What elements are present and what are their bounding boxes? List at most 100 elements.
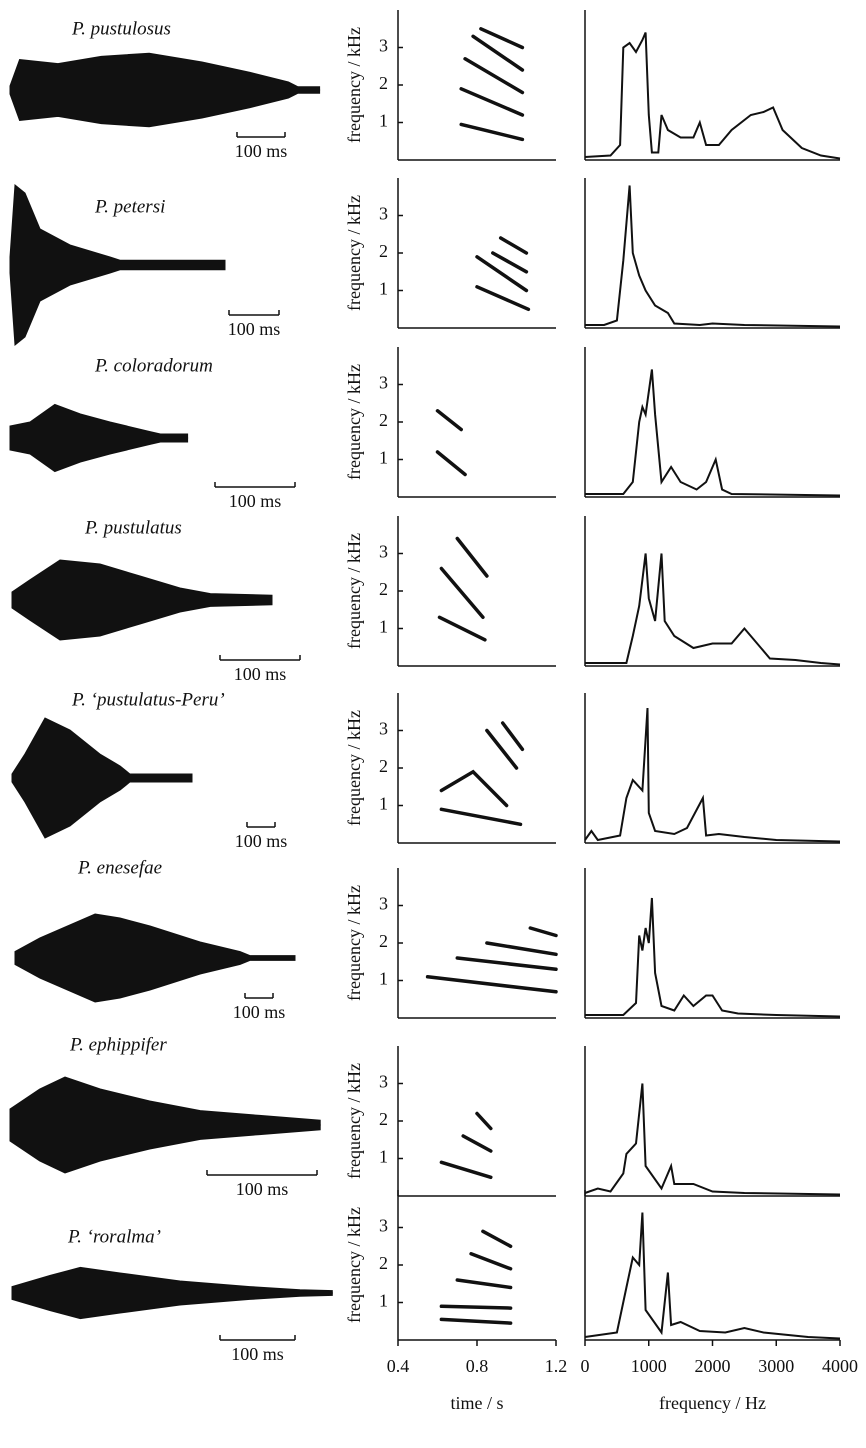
x-tick-label: 1000 (631, 1356, 667, 1376)
y-tick-label: 1 (379, 617, 388, 637)
waveform-envelope (14, 957, 296, 1003)
species-name: P. coloradorum (94, 355, 213, 376)
harmonic-trace (439, 769, 509, 808)
spectrum-line (584, 32, 841, 160)
y-axis-label: frequency / kHz (344, 364, 364, 480)
harmonic-trace (463, 57, 525, 95)
waveform-envelope (9, 89, 321, 128)
spectrum-line (584, 1212, 841, 1340)
harmonic-trace (435, 450, 467, 477)
harmonic-trace (437, 615, 487, 642)
species-name: P. ephippifer (69, 1034, 167, 1055)
scale-label: 100 ms (229, 491, 282, 511)
waveform-envelope (11, 599, 273, 641)
scale-label: 100 ms (228, 319, 281, 339)
y-axis-label: frequency / kHz (344, 885, 364, 1001)
y-tick-label: 1 (379, 969, 388, 989)
y-tick-label: 3 (379, 1072, 388, 1092)
y-tick-label: 2 (379, 756, 388, 776)
y-tick-label: 3 (379, 542, 388, 562)
waveform-envelope (9, 184, 226, 266)
harmonic-trace (469, 1252, 513, 1271)
x-tick-label: 1.2 (545, 1356, 568, 1376)
y-axis-label: frequency / kHz (344, 1207, 364, 1323)
harmonic-trace (485, 941, 558, 957)
spectrum-line (584, 1083, 841, 1196)
y-tick-label: 3 (379, 204, 388, 224)
x-tick-label: 0.4 (387, 1356, 410, 1376)
scale-label: 100 ms (235, 831, 288, 851)
x-tick-label: 4000 (822, 1356, 858, 1376)
y-tick-label: 1 (379, 1291, 388, 1311)
waveform-envelope (11, 717, 193, 779)
harmonic-trace (485, 728, 519, 770)
harmonic-trace (425, 975, 558, 994)
harmonic-trace (528, 926, 558, 938)
y-tick-label: 3 (379, 36, 388, 56)
harmonic-trace (455, 536, 489, 578)
x-tick-label: 0.8 (466, 1356, 489, 1376)
harmonic-trace (459, 122, 525, 142)
y-axis-label: frequency / kHz (344, 195, 364, 311)
harmonic-trace (439, 1160, 493, 1180)
y-tick-label: 2 (379, 931, 388, 951)
species-name: P. petersi (94, 196, 165, 217)
y-tick-label: 2 (379, 1109, 388, 1129)
waveform-envelope (9, 1076, 321, 1126)
waveform-envelope (14, 913, 296, 959)
harmonic-trace (439, 1317, 513, 1325)
y-tick-label: 3 (379, 373, 388, 393)
y-tick-label: 2 (379, 1253, 388, 1273)
y-tick-label: 2 (379, 579, 388, 599)
waveform-envelope (9, 403, 189, 439)
harmonic-trace (475, 285, 531, 312)
species-name: P. enesefae (77, 857, 162, 878)
harmonic-trace (471, 34, 525, 72)
species-name: P. ‘roralma’ (67, 1226, 161, 1247)
harmonic-trace (475, 1111, 493, 1131)
harmonic-trace (498, 236, 529, 255)
y-axis-label: frequency / kHz (344, 533, 364, 649)
y-tick-label: 2 (379, 73, 388, 93)
harmonic-trace (435, 409, 463, 432)
waveform-envelope (11, 777, 193, 839)
species-name: P. pustulosus (71, 18, 171, 39)
y-tick-label: 1 (379, 1147, 388, 1167)
spectrum-line (585, 369, 841, 497)
waveform-envelope (11, 1292, 333, 1320)
y-tick-label: 2 (379, 410, 388, 430)
waveform-envelope (9, 1124, 321, 1174)
harmonic-trace (500, 721, 525, 752)
x-axis-label: frequency / Hz (659, 1393, 766, 1413)
harmonic-trace (481, 1229, 513, 1249)
y-axis-label: frequency / kHz (344, 1063, 364, 1179)
waveform-envelope (11, 1266, 333, 1294)
harmonic-trace (455, 1278, 513, 1290)
y-tick-label: 1 (379, 279, 388, 299)
harmonic-trace (439, 566, 485, 620)
x-axis-label: time / s (451, 1393, 504, 1413)
y-tick-label: 3 (379, 1216, 388, 1236)
spectrum-line (585, 185, 841, 328)
scale-label: 100 ms (231, 1344, 284, 1364)
x-tick-label: 3000 (758, 1356, 794, 1376)
scale-label: 100 ms (234, 664, 287, 684)
harmonic-trace (455, 956, 558, 972)
y-tick-label: 3 (379, 894, 388, 914)
spectrum-line (585, 553, 841, 666)
harmonic-trace (439, 1304, 513, 1310)
harmonic-trace (459, 87, 525, 117)
y-tick-label: 3 (379, 719, 388, 739)
harmonic-trace (491, 251, 529, 274)
y-tick-label: 2 (379, 241, 388, 261)
waveform-envelope (9, 437, 189, 473)
waveform-envelope (9, 264, 226, 346)
y-tick-label: 1 (379, 448, 388, 468)
spectrum-line (585, 897, 841, 1018)
harmonic-trace (461, 1134, 493, 1153)
scale-label: 100 ms (235, 141, 288, 161)
harmonic-trace (439, 807, 523, 827)
y-axis-label: frequency / kHz (344, 710, 364, 826)
y-tick-label: 1 (379, 111, 388, 131)
